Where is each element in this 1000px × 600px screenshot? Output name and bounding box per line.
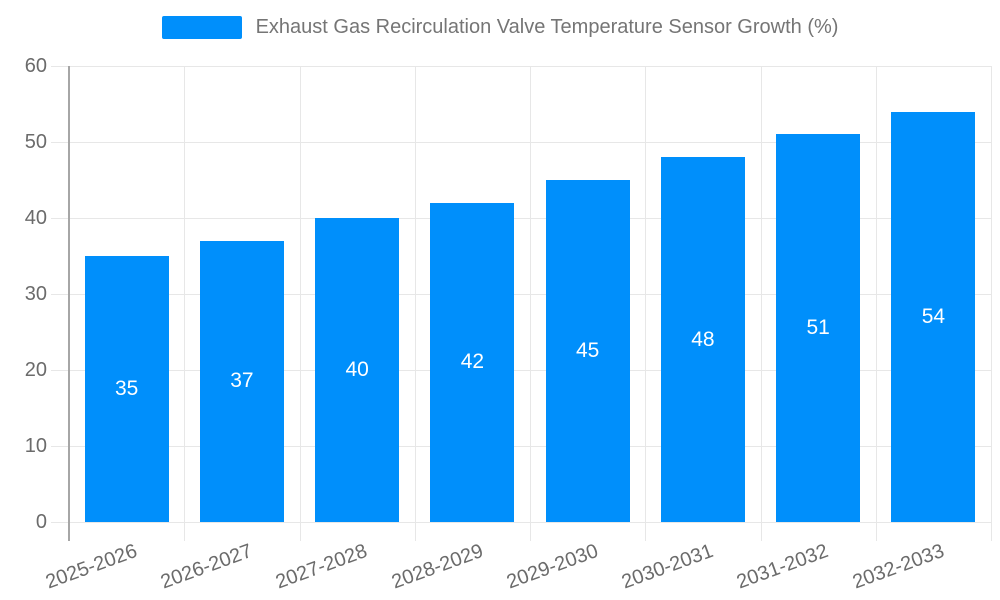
y-axis-tick <box>51 294 69 295</box>
y-axis-tick <box>51 370 69 371</box>
y-axis-tick <box>51 446 69 447</box>
bar[interactable] <box>660 157 745 522</box>
x-tick-label: 2031-2032 <box>734 540 832 594</box>
y-tick-label: 0 <box>35 511 47 533</box>
bar[interactable] <box>430 202 515 522</box>
bar[interactable] <box>315 218 400 522</box>
x-gridline <box>184 66 186 522</box>
y-tick-label: 50 <box>24 131 47 153</box>
x-gridline <box>760 66 762 522</box>
bar[interactable] <box>776 134 861 522</box>
x-gridline <box>299 66 301 522</box>
legend-marker-swatch <box>161 16 242 39</box>
bar-value-label: 40 <box>345 358 369 381</box>
y-tick-label: 10 <box>24 435 47 457</box>
x-tick-label: 2025-2026 <box>42 540 141 594</box>
y-tick-label: 60 <box>24 55 47 77</box>
x-gridline <box>991 66 992 522</box>
y-tick-label: 20 <box>24 359 47 381</box>
x-tick-label: 2026-2027 <box>157 540 256 594</box>
x-axis-tick <box>299 522 301 541</box>
bar[interactable] <box>84 256 169 522</box>
y-tick-label: 30 <box>24 283 47 305</box>
bar[interactable] <box>199 240 284 522</box>
x-tick-label: 2028-2029 <box>388 540 486 594</box>
bar[interactable] <box>545 180 630 522</box>
bar-value-label: 42 <box>460 350 485 374</box>
bar-value-label: 54 <box>921 304 946 328</box>
y-axis-tick <box>51 522 69 523</box>
bar-value-label: 51 <box>806 316 830 340</box>
x-axis-tick <box>991 522 992 541</box>
legend[interactable]: Exhaust Gas Recirculation Valve Temperat… <box>0 16 1000 39</box>
legend-series-label: Exhaust Gas Recirculation Valve Temperat… <box>255 16 839 38</box>
x-gridline <box>530 66 531 522</box>
bar-value-label: 45 <box>575 339 600 362</box>
x-tick-label: 2030-2031 <box>618 540 717 594</box>
x-tick-label: 2029-2030 <box>503 540 602 594</box>
x-axis-tick <box>760 522 762 541</box>
bar-value-label: 48 <box>691 327 715 351</box>
y-axis-tick <box>51 142 69 143</box>
bar-value-label: 35 <box>114 377 139 400</box>
x-gridline <box>414 66 416 522</box>
x-tick-label: 2032-2033 <box>849 540 947 594</box>
y-axis-tick <box>51 218 69 219</box>
x-axis-tick <box>875 522 877 541</box>
bar-value-label: 37 <box>230 369 254 393</box>
x-axis-tick <box>414 522 416 541</box>
y-tick-label: 40 <box>24 207 47 229</box>
y-axis-tick <box>51 66 69 67</box>
x-tick-label: 2027-2028 <box>273 540 371 594</box>
x-axis-tick <box>184 522 186 541</box>
y-axis-line <box>68 66 70 541</box>
bar[interactable] <box>891 111 976 522</box>
x-axis-tick <box>645 522 647 541</box>
x-gridline <box>645 66 647 522</box>
x-gridline <box>875 66 877 522</box>
x-axis-tick <box>530 522 531 541</box>
